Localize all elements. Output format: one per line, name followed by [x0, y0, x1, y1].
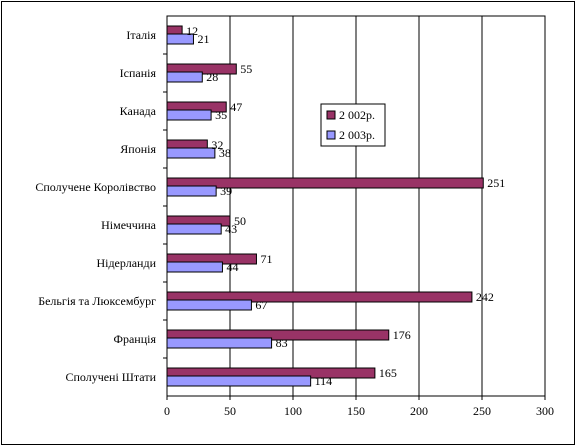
- category-label: Японія: [120, 142, 156, 156]
- data-label: 242: [476, 290, 494, 304]
- data-label: 47: [230, 100, 242, 114]
- bar: [166, 261, 223, 273]
- category-label: Іспанія: [120, 66, 157, 80]
- x-tick-label: 150: [347, 404, 365, 418]
- data-label: 50: [234, 214, 246, 228]
- plot-area: [166, 15, 546, 397]
- x-tick-label: 100: [284, 404, 302, 418]
- data-label: 44: [226, 260, 238, 274]
- category-label: Франція: [113, 332, 156, 346]
- data-label: 176: [393, 328, 411, 342]
- data-label: 71: [260, 252, 272, 266]
- category-label: Сполучене Королівство: [35, 180, 156, 194]
- data-label: 28: [206, 70, 218, 84]
- category-label: Німеччина: [101, 218, 157, 232]
- bar: [166, 375, 312, 387]
- data-label: 67: [255, 298, 267, 312]
- bar: [166, 337, 273, 349]
- bar: [166, 71, 203, 83]
- x-tick-label: 300: [536, 404, 554, 418]
- x-tick-label: 50: [224, 404, 236, 418]
- bar: [166, 291, 473, 303]
- data-label: 43: [225, 222, 237, 236]
- bar: [166, 109, 212, 121]
- data-label: 165: [379, 366, 397, 380]
- data-label: 83: [276, 336, 288, 350]
- data-label: 35: [215, 108, 227, 122]
- data-label: 251: [487, 176, 505, 190]
- bar: [166, 177, 484, 189]
- data-label: 38: [219, 146, 231, 160]
- bars-group: [166, 25, 484, 387]
- x-tick-label: 250: [473, 404, 491, 418]
- category-label: Канада: [120, 104, 157, 118]
- category-label: Італія: [126, 28, 156, 42]
- category-label: Нідерланди: [96, 256, 156, 270]
- category-label: Сполучені Штати: [65, 370, 156, 384]
- legend-label: 2 002р.: [339, 108, 375, 122]
- bar: [166, 329, 390, 341]
- bar: [166, 185, 217, 197]
- data-label: 12: [186, 24, 198, 38]
- x-tick-label: 0: [164, 404, 170, 418]
- bar: [166, 223, 222, 235]
- data-label: 55: [240, 62, 252, 76]
- data-label: 32: [211, 138, 223, 152]
- legend-swatch: [326, 110, 336, 120]
- legend: 2 002р. 2 003р.: [320, 103, 386, 147]
- bar: [166, 33, 194, 45]
- data-label: 114: [315, 374, 333, 388]
- bar: [166, 147, 216, 159]
- legend-label: 2 003р.: [339, 128, 375, 142]
- legend-swatch: [326, 130, 336, 140]
- data-label: 21: [197, 32, 209, 46]
- bar: [166, 299, 252, 311]
- x-tick-label: 200: [410, 404, 428, 418]
- category-label: Бельгія та Люксембург: [38, 294, 156, 308]
- data-label: 39: [220, 184, 232, 198]
